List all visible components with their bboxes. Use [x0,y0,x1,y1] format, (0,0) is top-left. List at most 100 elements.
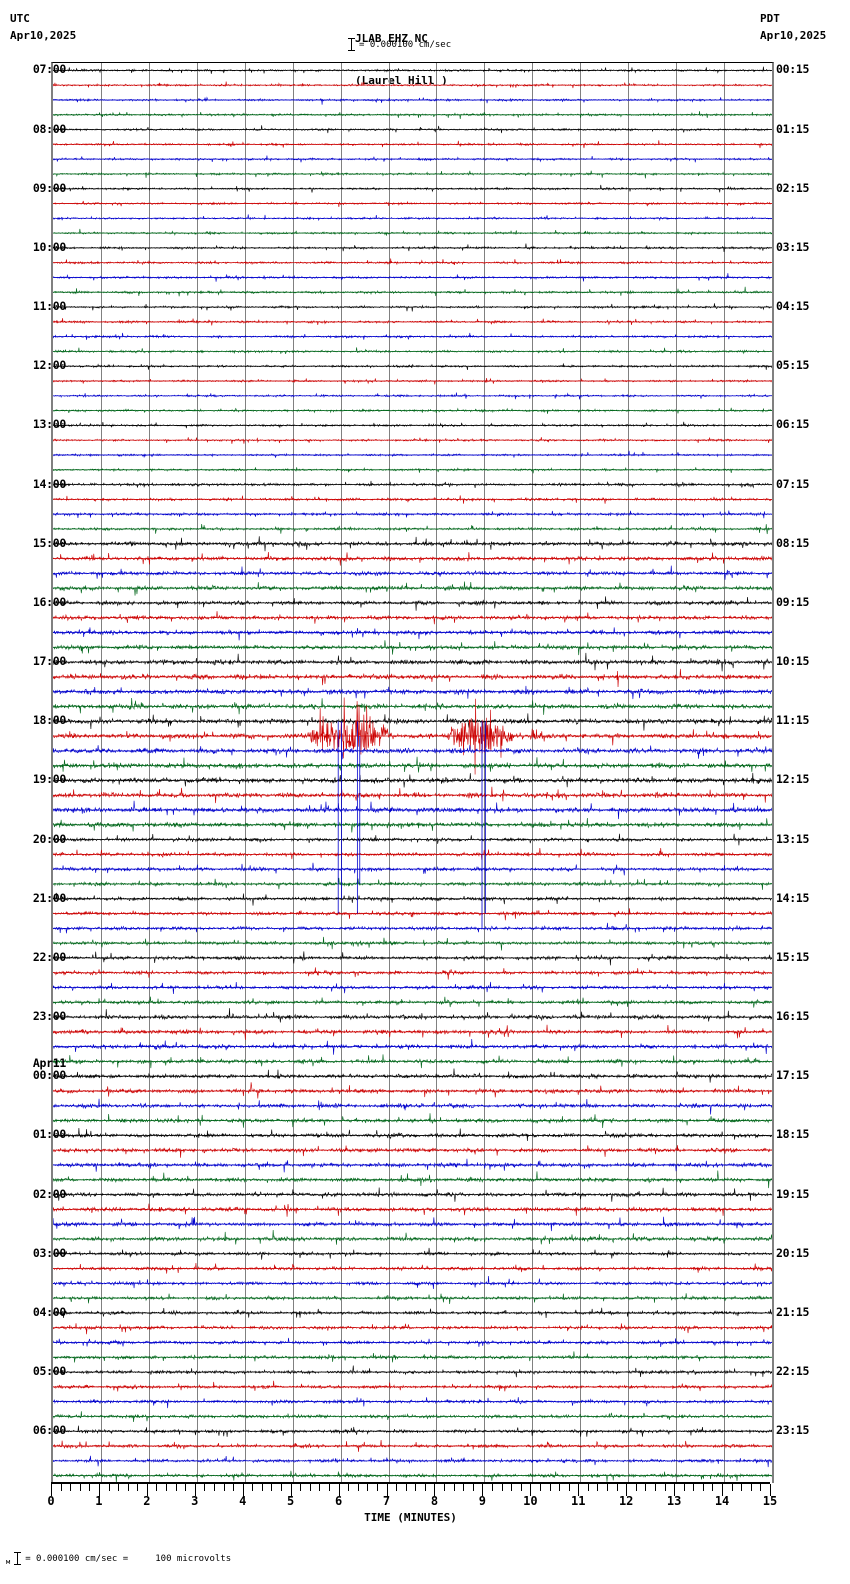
hour-label-pdt-1915: 19:15 [776,1186,810,1201]
timezone-label-pdt: PDT [760,12,780,25]
seismic-trace-line-80 [53,1247,772,1260]
x-tick-minor [233,1484,235,1491]
seismic-trace-line-90 [53,1397,772,1409]
x-tick-label-4: 4 [239,1494,247,1508]
x-tick-minor [597,1484,599,1491]
hour-label-utc-1300: 13:00 [32,417,66,432]
seismic-trace-line-77 [53,1203,772,1217]
x-tick-label-0: 0 [47,1494,55,1508]
x-tick-minor [319,1484,321,1491]
hour-label-pdt-1315: 13:15 [776,831,810,846]
grid-line-minute-9 [484,63,486,1483]
footer-small-marker-icon: м [6,1557,11,1566]
seismic-trace-line-88 [53,1365,772,1378]
seismic-trace-line-69 [53,1082,772,1099]
hour-label-pdt-1515: 15:15 [776,949,810,964]
x-tick-major-8 [434,1484,436,1496]
hour-label-pdt-2115: 21:15 [776,1304,810,1319]
seismic-trace-line-30 [53,510,772,519]
seismic-trace-line-57 [53,908,772,921]
seismic-trace-line-17 [53,318,772,326]
grid-layer [53,63,772,1483]
seismic-trace-line-28 [53,480,772,489]
timezone-label-utc: UTC [10,12,30,25]
seismic-trace-line-6 [53,155,772,163]
hour-label-pdt-0915: 09:15 [776,594,810,609]
x-tick-minor [712,1484,714,1491]
hour-label-pdt-0015: 00:15 [776,62,810,77]
x-tick-minor [281,1484,283,1491]
x-tick-label-12: 12 [618,1494,634,1508]
seismic-trace-line-46 [53,745,772,760]
hour-label-utc-2000: 20:00 [32,831,66,846]
header-right-timezone-block: PDT Apr10,2025 [760,10,842,44]
seismic-trace-line-4 [53,125,772,134]
x-tick-major-5 [290,1484,292,1496]
seismic-trace-line-35 [53,581,772,596]
hour-label-pdt-1815: 18:15 [776,1127,810,1142]
seismic-trace-line-36 [53,596,772,611]
seismic-trace-line-27 [53,467,772,474]
scale-legend-text: = 0.000100 cm/sec [359,39,452,50]
grid-line-minute-6 [340,63,342,1483]
seismic-trace-line-91 [53,1411,772,1423]
scale-legend: = 0.000100 cm/sec [348,38,451,51]
seismic-trace-line-42 [53,685,772,700]
seismic-trace-line-43 [53,698,772,715]
seismic-trace-line-40 [53,652,772,672]
seismic-trace-line-24 [53,421,772,429]
hour-label-pdt-2215: 22:15 [776,1364,810,1379]
seismic-trace-line-94 [53,1455,772,1468]
seismic-trace-line-34 [53,565,772,580]
x-tick-minor [127,1484,129,1491]
seismic-trace-line-20 [53,363,772,370]
grid-line-minute-8 [436,63,438,1483]
seismic-trace-line-78 [53,1216,772,1232]
grid-line-minute-5 [292,63,294,1483]
seismic-trace-line-33 [53,551,772,566]
hour-label-utc-1200: 12:00 [32,358,66,373]
seismic-trace-line-32 [53,536,772,552]
seismic-trace-line-52 [53,833,772,846]
seismic-trace-line-71 [53,1113,772,1128]
seismic-trace-line-22 [53,392,772,400]
x-tick-label-8: 8 [430,1494,439,1508]
x-tick-minor [309,1484,311,1491]
x-tick-major-3 [194,1484,196,1496]
grid-line-minute-4 [244,63,246,1483]
x-tick-major-4 [242,1484,244,1496]
seismic-trace-line-65 [53,1024,772,1040]
vertical-scale-bar-icon [348,38,355,51]
hour-label-pdt-0815: 08:15 [776,535,810,550]
x-tick-minor [549,1484,551,1491]
seismic-trace-line-15 [53,286,772,297]
seismic-trace-line-58 [53,922,772,934]
seismic-trace-line-11 [53,228,772,236]
x-tick-minor [635,1484,637,1491]
hour-label-pdt-0315: 03:15 [776,239,810,254]
x-tick-label-2: 2 [143,1494,151,1508]
x-tick-minor [415,1484,417,1491]
hour-label-pdt-1715: 17:15 [776,1068,810,1083]
x-tick-minor [396,1484,398,1491]
hour-label-pdt-1615: 16:15 [776,1009,810,1024]
seismic-trace-line-54 [53,862,772,876]
x-tick-label-15: 15 [762,1494,778,1508]
grid-line-minute-2 [148,63,150,1483]
grid-line-minute-10 [532,63,534,1483]
helicorder-plot[interactable] [51,62,774,1483]
x-tick-minor [511,1484,513,1491]
seismic-trace-line-59 [53,936,772,951]
x-tick-minor [645,1484,647,1491]
x-tick-minor [118,1484,120,1491]
x-tick-minor [357,1484,359,1491]
hour-label-utc-0800: 08:00 [32,121,66,136]
seismic-trace-line-2 [53,96,772,105]
seismic-trace-line-61 [53,967,772,980]
x-tick-major-14 [722,1484,724,1496]
station-name-line: (Laurel Hill ) [355,74,448,87]
seismic-trace-line-18 [53,332,772,340]
seismic-trace-line-19 [53,347,772,355]
seismic-trace-line-56 [53,892,772,906]
seismic-trace-line-83 [53,1293,772,1304]
